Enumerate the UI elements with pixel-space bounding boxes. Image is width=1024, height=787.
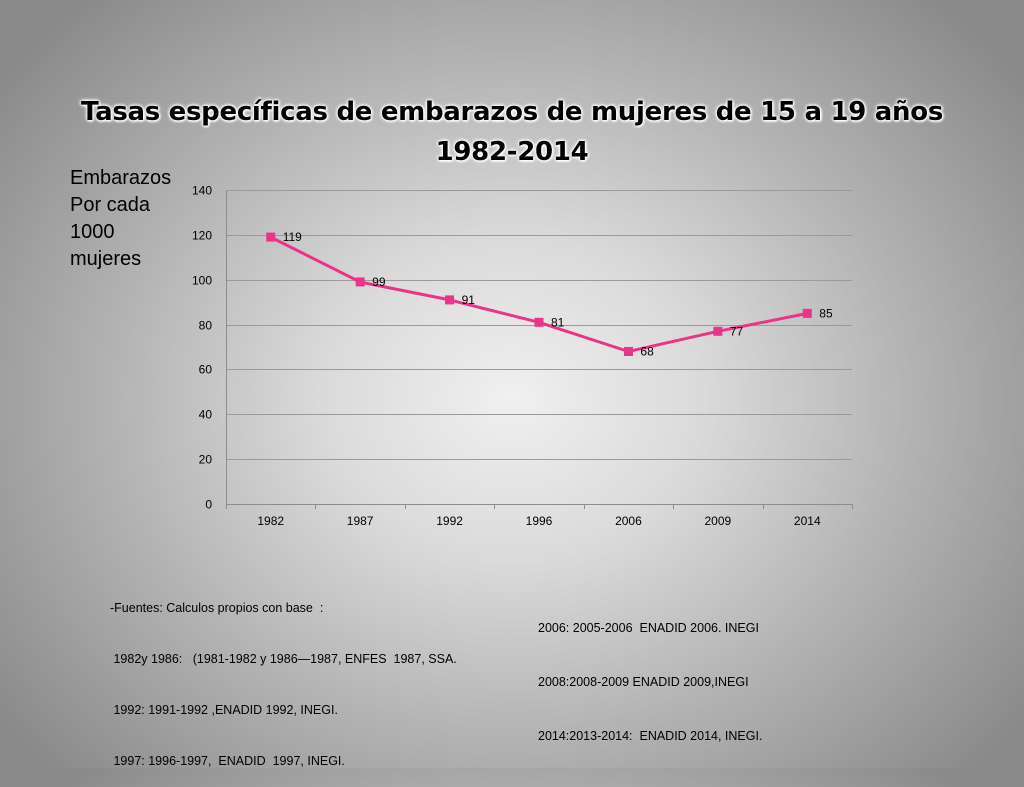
sources-left-line1: -Fuentes: Calculos propios con base :: [110, 601, 324, 615]
data-label-1982: 119: [283, 230, 302, 244]
x-tick-label-1992: 1992: [436, 514, 463, 528]
y-caption-line1: Embarazos: [70, 167, 172, 189]
grid-layer: [226, 190, 852, 505]
y-caption-line3: 1000: [70, 221, 115, 243]
y-tick-label-40: 40: [199, 408, 213, 422]
data-label-1996: 81: [551, 315, 565, 329]
x-tick-label-1987: 1987: [347, 514, 374, 528]
series-line: [269, 235, 809, 353]
data-label-1987: 99: [372, 275, 386, 289]
x-tick-label-1996: 1996: [526, 514, 553, 528]
data-point-2009: [713, 326, 723, 336]
data-point-2006: [623, 346, 633, 356]
sources-left-line2: 1982y 1986: (1981-1982 y 1986—1987, ENFE…: [110, 652, 457, 666]
slide-title: Tasas específicas de embarazos de mujere…: [60, 92, 964, 172]
axis-layer: 0 20 40 60 80 100 120 140 1982 1987 1992 1996 2006 20…: [192, 184, 853, 528]
y-axis-caption: Embarazos Por cada 1000 mujeres: [70, 165, 171, 273]
series-layer: [266, 232, 812, 356]
x-tick-label-1982: 1982: [257, 514, 284, 528]
y-caption-line2: Por cada: [70, 194, 151, 216]
data-label-2014: 85: [819, 306, 833, 320]
y-caption-line4: mujeres: [70, 248, 142, 270]
data-point-1987: [355, 277, 365, 287]
sources-left: -Fuentes: Calculos propios con base : 19…: [110, 566, 457, 787]
slide-title-line2: 1982-2014: [435, 137, 589, 167]
sources-right-line2: 2008:2008-2009 ENADID 2009,INEGI: [538, 675, 749, 689]
y-tick-label-120: 120: [192, 229, 212, 243]
data-point-2014: [802, 308, 812, 318]
data-label-2006: 68: [640, 344, 654, 358]
y-tick-label-60: 60: [199, 363, 213, 377]
data-point-1982: [266, 232, 276, 242]
sources-left-line4: 1997: 1996-1997, ENADID 1997, INEGI.: [110, 754, 345, 768]
slide-title-line1: Tasas específicas de embarazos de mujere…: [80, 97, 943, 127]
x-tick-label-2006: 2006: [615, 514, 642, 528]
data-label-2009: 77: [730, 324, 744, 338]
y-tick-label-20: 20: [199, 453, 213, 467]
sources-right-line1: 2006: 2005-2006 ENADID 2006. INEGI: [538, 621, 759, 635]
y-tick-label-100: 100: [192, 274, 212, 288]
data-point-1992: [445, 295, 455, 305]
label-layer: 119 99 91 81 68 77 85: [283, 230, 833, 358]
sources-right-line3: 2014:2013-2014: ENADID 2014, INEGI.: [538, 729, 763, 743]
line-chart: 0 20 40 60 80 100 120 140 1982 1987 1992 1996 2006 20…: [192, 184, 853, 528]
y-tick-label-0: 0: [205, 498, 212, 512]
data-point-1996: [534, 317, 544, 327]
y-tick-label-140: 140: [192, 184, 212, 198]
sources-left-line3: 1992: 1991-1992 ,ENADID 1992, INEGI.: [110, 703, 338, 717]
x-tick-label-2009: 2009: [705, 514, 732, 528]
y-tick-label-80: 80: [199, 319, 213, 333]
data-label-1992: 91: [462, 293, 476, 307]
sources-right: 2006: 2005-2006 ENADID 2006. INEGI 2008:…: [538, 583, 762, 763]
x-tick-label-2014: 2014: [794, 514, 821, 528]
